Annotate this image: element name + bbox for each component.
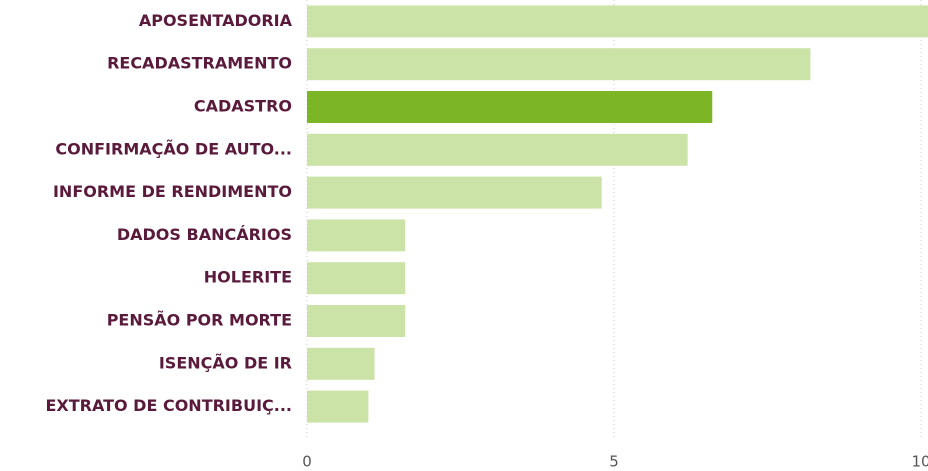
bar: [307, 48, 811, 81]
bar: [307, 347, 375, 380]
y-tick-label: EXTRATO DE CONTRIBUIÇ...: [45, 396, 292, 415]
bar: [307, 305, 406, 337]
y-tick-label: PENSÃO POR MORTE: [107, 311, 292, 330]
bar: [307, 262, 406, 295]
bar: [307, 5, 928, 38]
y-tick-label: DADOS BANCÁRIOS: [117, 225, 292, 244]
bar: [307, 91, 713, 123]
y-tick-label: APOSENTADORIA: [139, 11, 293, 30]
x-tick-label: 0: [302, 453, 312, 471]
bar: [307, 390, 369, 423]
y-tick-label: ISENÇÃO DE IR: [159, 353, 292, 372]
y-tick-label: CADASTRO: [194, 97, 292, 116]
x-tick-label: 10: [911, 453, 928, 471]
bar: [307, 133, 688, 166]
bar: [307, 176, 602, 209]
y-tick-label: CONFIRMAÇÃO DE AUTO...: [55, 139, 292, 158]
x-tick-label: 5: [609, 453, 619, 471]
bar: [307, 219, 406, 252]
y-tick-label: HOLERITE: [204, 268, 292, 287]
y-tick-label: RECADASTRAMENTO: [107, 54, 292, 73]
y-tick-label: INFORME DE RENDIMENTO: [53, 182, 292, 201]
